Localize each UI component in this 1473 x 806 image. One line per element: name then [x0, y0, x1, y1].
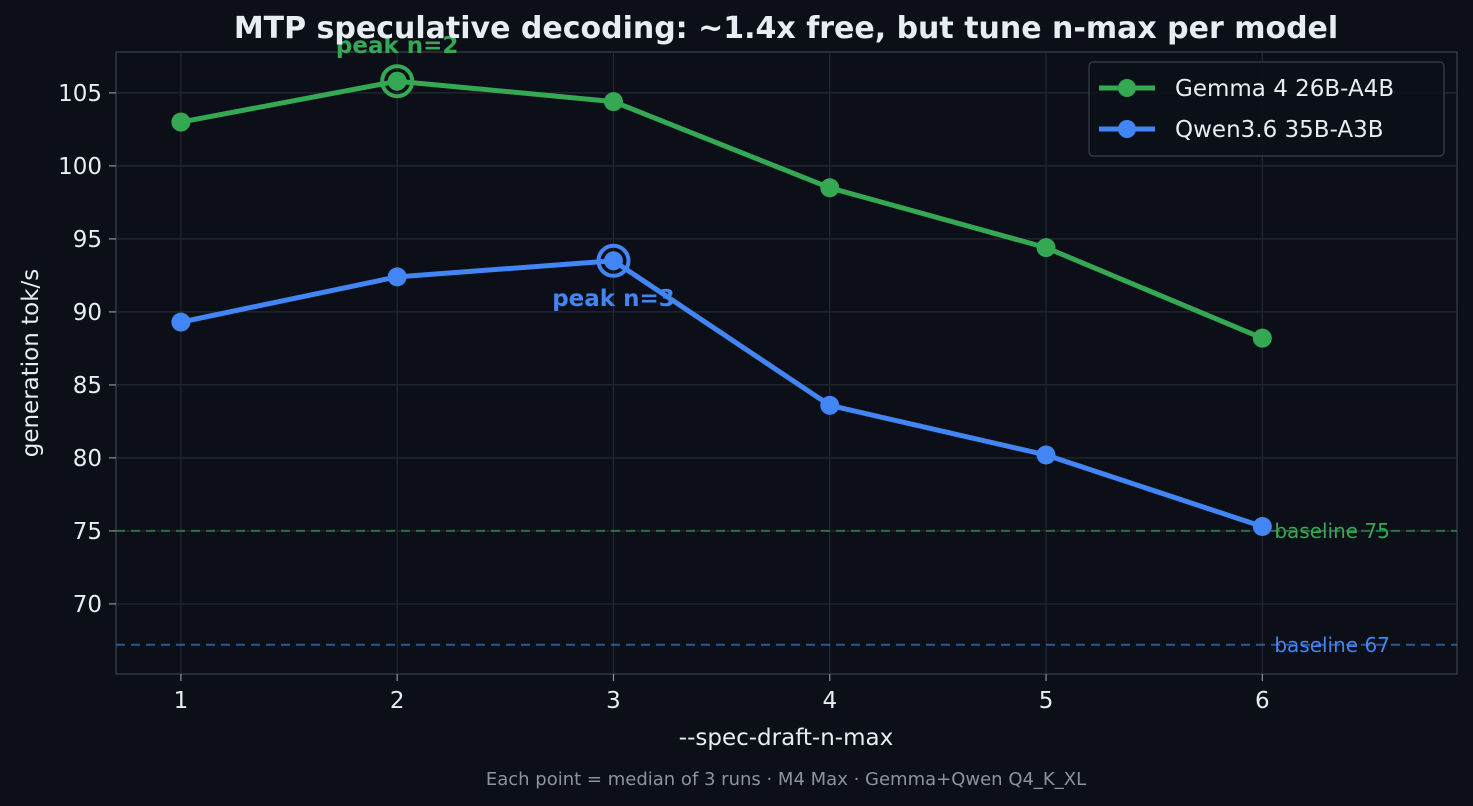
y-tick-label: 105 — [58, 81, 102, 107]
data-point-qwen — [1036, 445, 1056, 465]
y-tick-label: 90 — [73, 300, 102, 326]
x-tick-label: 4 — [822, 688, 837, 714]
baseline-label-gemma: baseline 75 — [1274, 519, 1390, 543]
data-point-gemma — [603, 92, 623, 112]
data-point-gemma — [387, 71, 407, 91]
x-axis-label: --spec-draft-n-max — [679, 725, 893, 751]
y-tick-label: 70 — [73, 592, 102, 618]
data-point-qwen — [171, 312, 191, 332]
peak-label-qwen: peak n=3 — [552, 286, 675, 312]
y-tick-label: 80 — [73, 446, 102, 472]
ticks: 1 2 3 4 5 6 70 75 80 85 90 95 100 105 — [58, 81, 1270, 714]
footnote: Each point = median of 3 runs · M4 Max ·… — [486, 769, 1086, 790]
y-tick-label: 75 — [73, 519, 102, 545]
data-point-qwen — [1252, 517, 1272, 537]
series-line-qwen — [180, 258, 1264, 529]
data-point-qwen — [820, 395, 840, 415]
series-line-gemma — [180, 78, 1264, 341]
data-point-gemma — [1252, 328, 1272, 348]
data-point-gemma — [820, 178, 840, 198]
series-layer — [171, 71, 1272, 537]
peak-marker-qwen — [596, 243, 631, 278]
annotations: peak n=2 peak n=3 — [336, 33, 675, 312]
legend-label-gemma: Gemma 4 26B-A4B — [1175, 76, 1394, 102]
legend-marker-qwen — [1118, 120, 1136, 138]
data-point-gemma — [171, 112, 191, 132]
y-tick-label: 100 — [58, 154, 102, 180]
baseline-label-qwen: baseline 67 — [1274, 633, 1390, 657]
legend-label-qwen: Qwen3.6 35B-A3B — [1175, 117, 1384, 143]
peak-label-gemma: peak n=2 — [336, 33, 459, 59]
x-tick-label: 5 — [1039, 688, 1054, 714]
legend: Gemma 4 26B-A4B Qwen3.6 35B-A3B — [1088, 61, 1445, 157]
x-tick-label: 1 — [174, 688, 189, 714]
data-point-qwen — [387, 267, 407, 287]
x-tick-label: 6 — [1255, 688, 1270, 714]
data-point-qwen — [603, 251, 623, 271]
data-point-gemma — [1036, 238, 1056, 258]
baselines: baseline 75 baseline 67 — [116, 519, 1457, 657]
peak-marker-gemma — [380, 64, 415, 99]
legend-marker-gemma — [1118, 79, 1136, 97]
y-tick-label: 95 — [73, 227, 102, 253]
y-tick-label: 85 — [73, 373, 102, 399]
chart-title: MTP speculative decoding: ~1.4x free, bu… — [234, 11, 1338, 46]
legend-box — [1088, 61, 1445, 157]
x-tick-label: 3 — [606, 688, 621, 714]
y-axis-label: generation tok/s — [18, 269, 44, 458]
x-tick-label: 2 — [390, 688, 405, 714]
